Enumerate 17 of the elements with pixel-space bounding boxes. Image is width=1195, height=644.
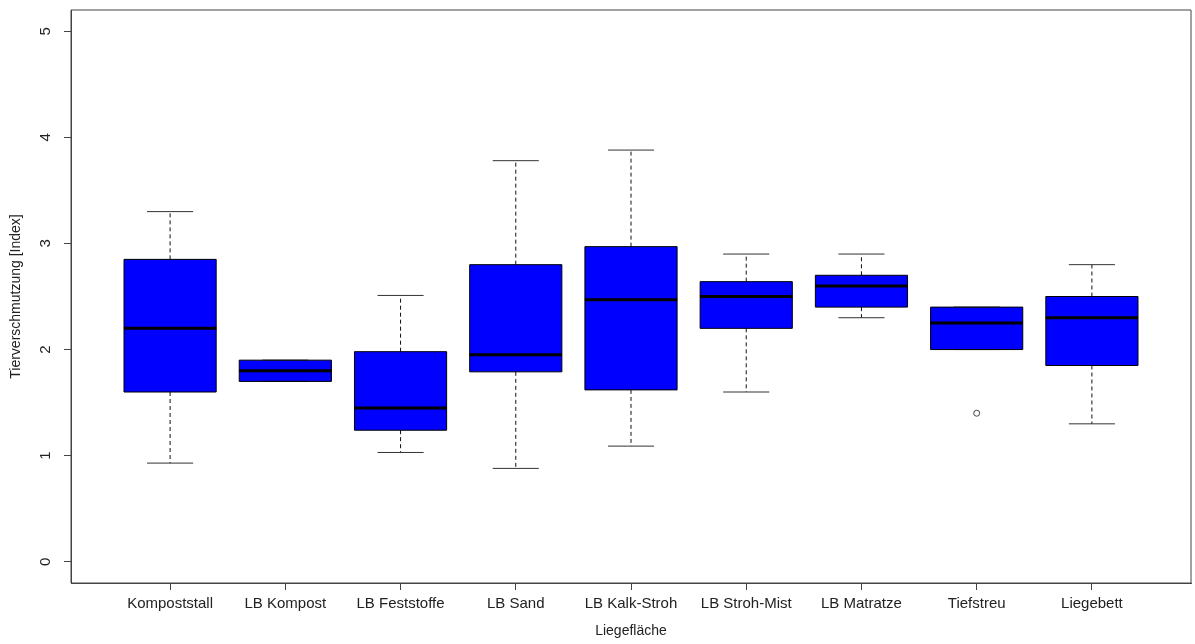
x-tick-label: LB Kompost [244, 594, 327, 612]
y-tick-label: 4 [35, 133, 53, 142]
x-tick-label: LB Sand [487, 594, 545, 612]
x-tick-label: LB Kalk-Stroh [584, 594, 678, 612]
x-tick-label: Kompoststall [127, 594, 214, 612]
y-tick-label: 5 [35, 27, 53, 36]
x-tick-label: Liegebett [1061, 594, 1124, 612]
x-tick-label: Tiefstreu [947, 594, 1006, 612]
x-tick-label: LB Feststoffe [356, 594, 445, 612]
y-axis-title: Tierverschmutzung [Index] [7, 214, 24, 379]
x-axis-title: Liegefläche [595, 622, 668, 639]
x-tick-label: LB Stroh-Mist [700, 594, 793, 612]
x-tick-label: LB Matratze [821, 594, 902, 612]
y-tick-label: 0 [35, 557, 53, 566]
y-tick-label: 3 [35, 239, 53, 248]
y-tick-label: 2 [35, 345, 53, 354]
y-tick-label: 1 [35, 451, 53, 460]
